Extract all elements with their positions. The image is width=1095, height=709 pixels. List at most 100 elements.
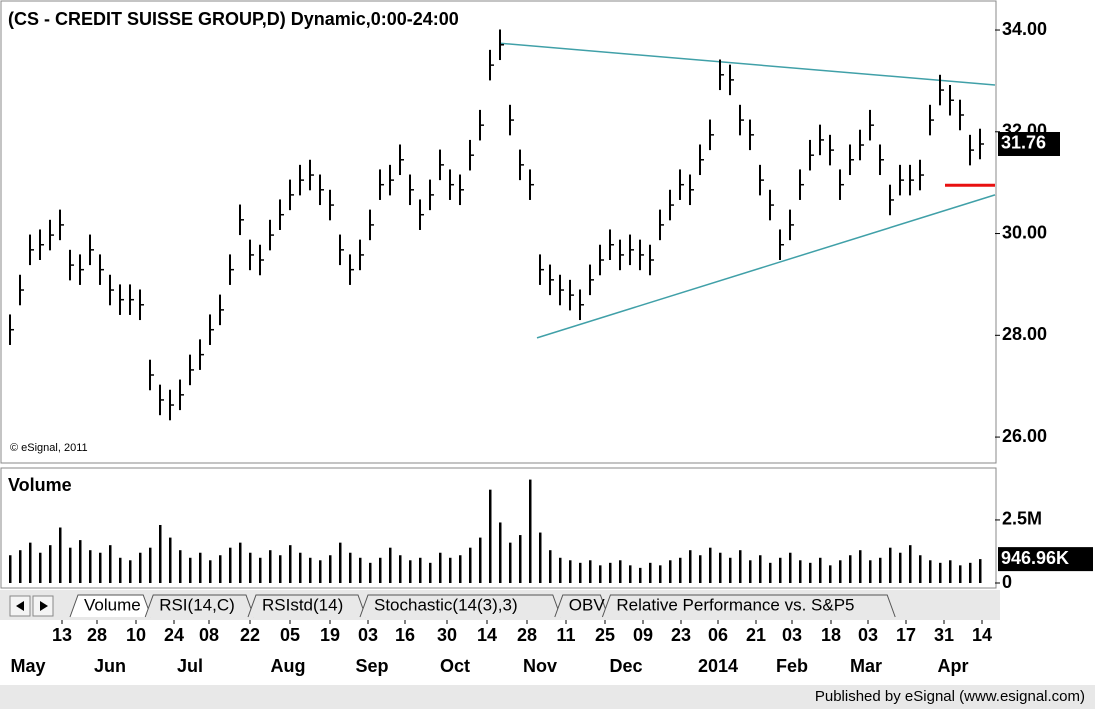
volume-bar	[329, 555, 332, 583]
volume-bar	[879, 557, 882, 583]
volume-bar	[489, 489, 492, 583]
volume-bar	[919, 555, 922, 583]
month-label: Nov	[523, 656, 557, 676]
volume-bar	[259, 557, 262, 583]
x-tick-label: 18	[821, 625, 841, 645]
tab[interactable]	[247, 594, 367, 618]
volume-bar	[79, 540, 82, 583]
volume-bar	[819, 557, 822, 583]
volume-bar	[49, 545, 52, 583]
volume-bar	[89, 550, 92, 583]
tab-label: Relative Performance vs. S&P5	[616, 595, 854, 614]
y-tick-label: 28.00	[1002, 324, 1047, 344]
x-tick-label: 30	[437, 625, 457, 645]
x-tick-label: 14	[972, 625, 992, 645]
volume-bar	[459, 555, 462, 583]
tab[interactable]	[554, 594, 609, 618]
volume-bar	[839, 560, 842, 583]
volume-bar	[59, 527, 62, 583]
volume-bar	[209, 560, 212, 583]
volume-bar	[29, 542, 32, 583]
tab-label: OBV	[569, 595, 606, 614]
volume-bar	[9, 555, 12, 583]
x-tick-label: 28	[87, 625, 107, 645]
volume-panel	[0, 467, 997, 589]
trend-line	[536, 194, 996, 339]
tab-label: Stochastic(14(3),3)	[374, 595, 518, 614]
tab[interactable]	[69, 594, 152, 618]
volume-bar	[149, 547, 152, 583]
x-tick-label: 28	[517, 625, 537, 645]
x-tick-label: 11	[556, 625, 575, 645]
month-label: Sep	[355, 656, 388, 676]
month-label: May	[10, 656, 45, 676]
chart-title: (CS - CREDIT SUISSE GROUP,D) Dynamic,0:0…	[8, 9, 459, 29]
last-price-box	[998, 131, 1060, 156]
volume-bar	[239, 542, 242, 583]
volume-bar	[419, 557, 422, 583]
tab[interactable]	[601, 594, 896, 618]
volume-bar	[699, 555, 702, 583]
volume-bar	[439, 552, 442, 583]
volume-bar	[949, 560, 952, 583]
volume-bar	[319, 560, 322, 583]
tab[interactable]	[144, 594, 255, 618]
tab-label: RSIstd(14)	[262, 595, 343, 614]
volume-bar	[399, 555, 402, 583]
volume-bar	[579, 562, 582, 583]
volume-bar	[39, 552, 42, 583]
tab-label: Volume	[84, 595, 141, 614]
month-label: 2014	[698, 656, 738, 676]
volume-bar	[309, 557, 312, 583]
volume-bar	[669, 560, 672, 583]
x-tick-label: 22	[240, 625, 260, 645]
volume-bar	[719, 552, 722, 583]
y-tick-label: 2.5M	[1002, 509, 1042, 529]
volume-bar	[799, 560, 802, 583]
x-tick-label: 10	[126, 625, 146, 645]
x-tick-label: 23	[671, 625, 691, 645]
volume-bar	[479, 537, 482, 583]
tab[interactable]	[359, 594, 562, 618]
last-volume-label: 946.96K	[1001, 548, 1069, 568]
volume-bar	[159, 524, 162, 583]
volume-bar	[979, 559, 982, 583]
volume-bar	[229, 547, 232, 583]
x-tick-label: 16	[395, 625, 415, 645]
last-volume-box	[998, 547, 1093, 572]
volume-bar	[549, 550, 552, 583]
x-tick-label: 31	[934, 625, 954, 645]
x-tick-label: 19	[320, 625, 340, 645]
month-label: Jun	[94, 656, 126, 676]
volume-bar	[769, 562, 772, 583]
volume-bar	[939, 562, 942, 583]
volume-bar	[169, 537, 172, 583]
y-tick-label: 34.00	[1002, 19, 1047, 39]
x-tick-label: 03	[358, 625, 378, 645]
footer: Published by eSignal (www.esignal.com)	[815, 688, 1085, 705]
tabs: Volume RSI(14,C) RSIstd(14) Stochastic(14(3…	[69, 594, 896, 618]
volume-bar	[279, 555, 282, 583]
month-label: Jul	[177, 656, 203, 676]
volume-bar	[589, 560, 592, 583]
x-tick-label: 06	[708, 625, 728, 645]
volume-bar	[809, 562, 812, 583]
y-tick-label: 0	[1002, 572, 1012, 592]
x-tick-label: 14	[477, 625, 497, 645]
volume-bar	[899, 552, 902, 583]
volume-bar	[649, 562, 652, 583]
x-tick-label: 13	[52, 625, 72, 645]
volume-bar	[619, 560, 622, 583]
volume-bar	[109, 545, 112, 583]
month-label: Oct	[440, 656, 470, 676]
price-panel	[0, 0, 997, 464]
volume-bar	[889, 547, 892, 583]
volume-bar	[289, 545, 292, 583]
footer-bar	[0, 685, 1095, 709]
volume-bar	[129, 560, 132, 583]
volume-bar	[929, 560, 932, 583]
tab-label: RSI(14,C)	[159, 595, 235, 614]
volume-bar	[599, 565, 602, 583]
volume-bar	[849, 555, 852, 583]
trend-line	[499, 42, 996, 86]
